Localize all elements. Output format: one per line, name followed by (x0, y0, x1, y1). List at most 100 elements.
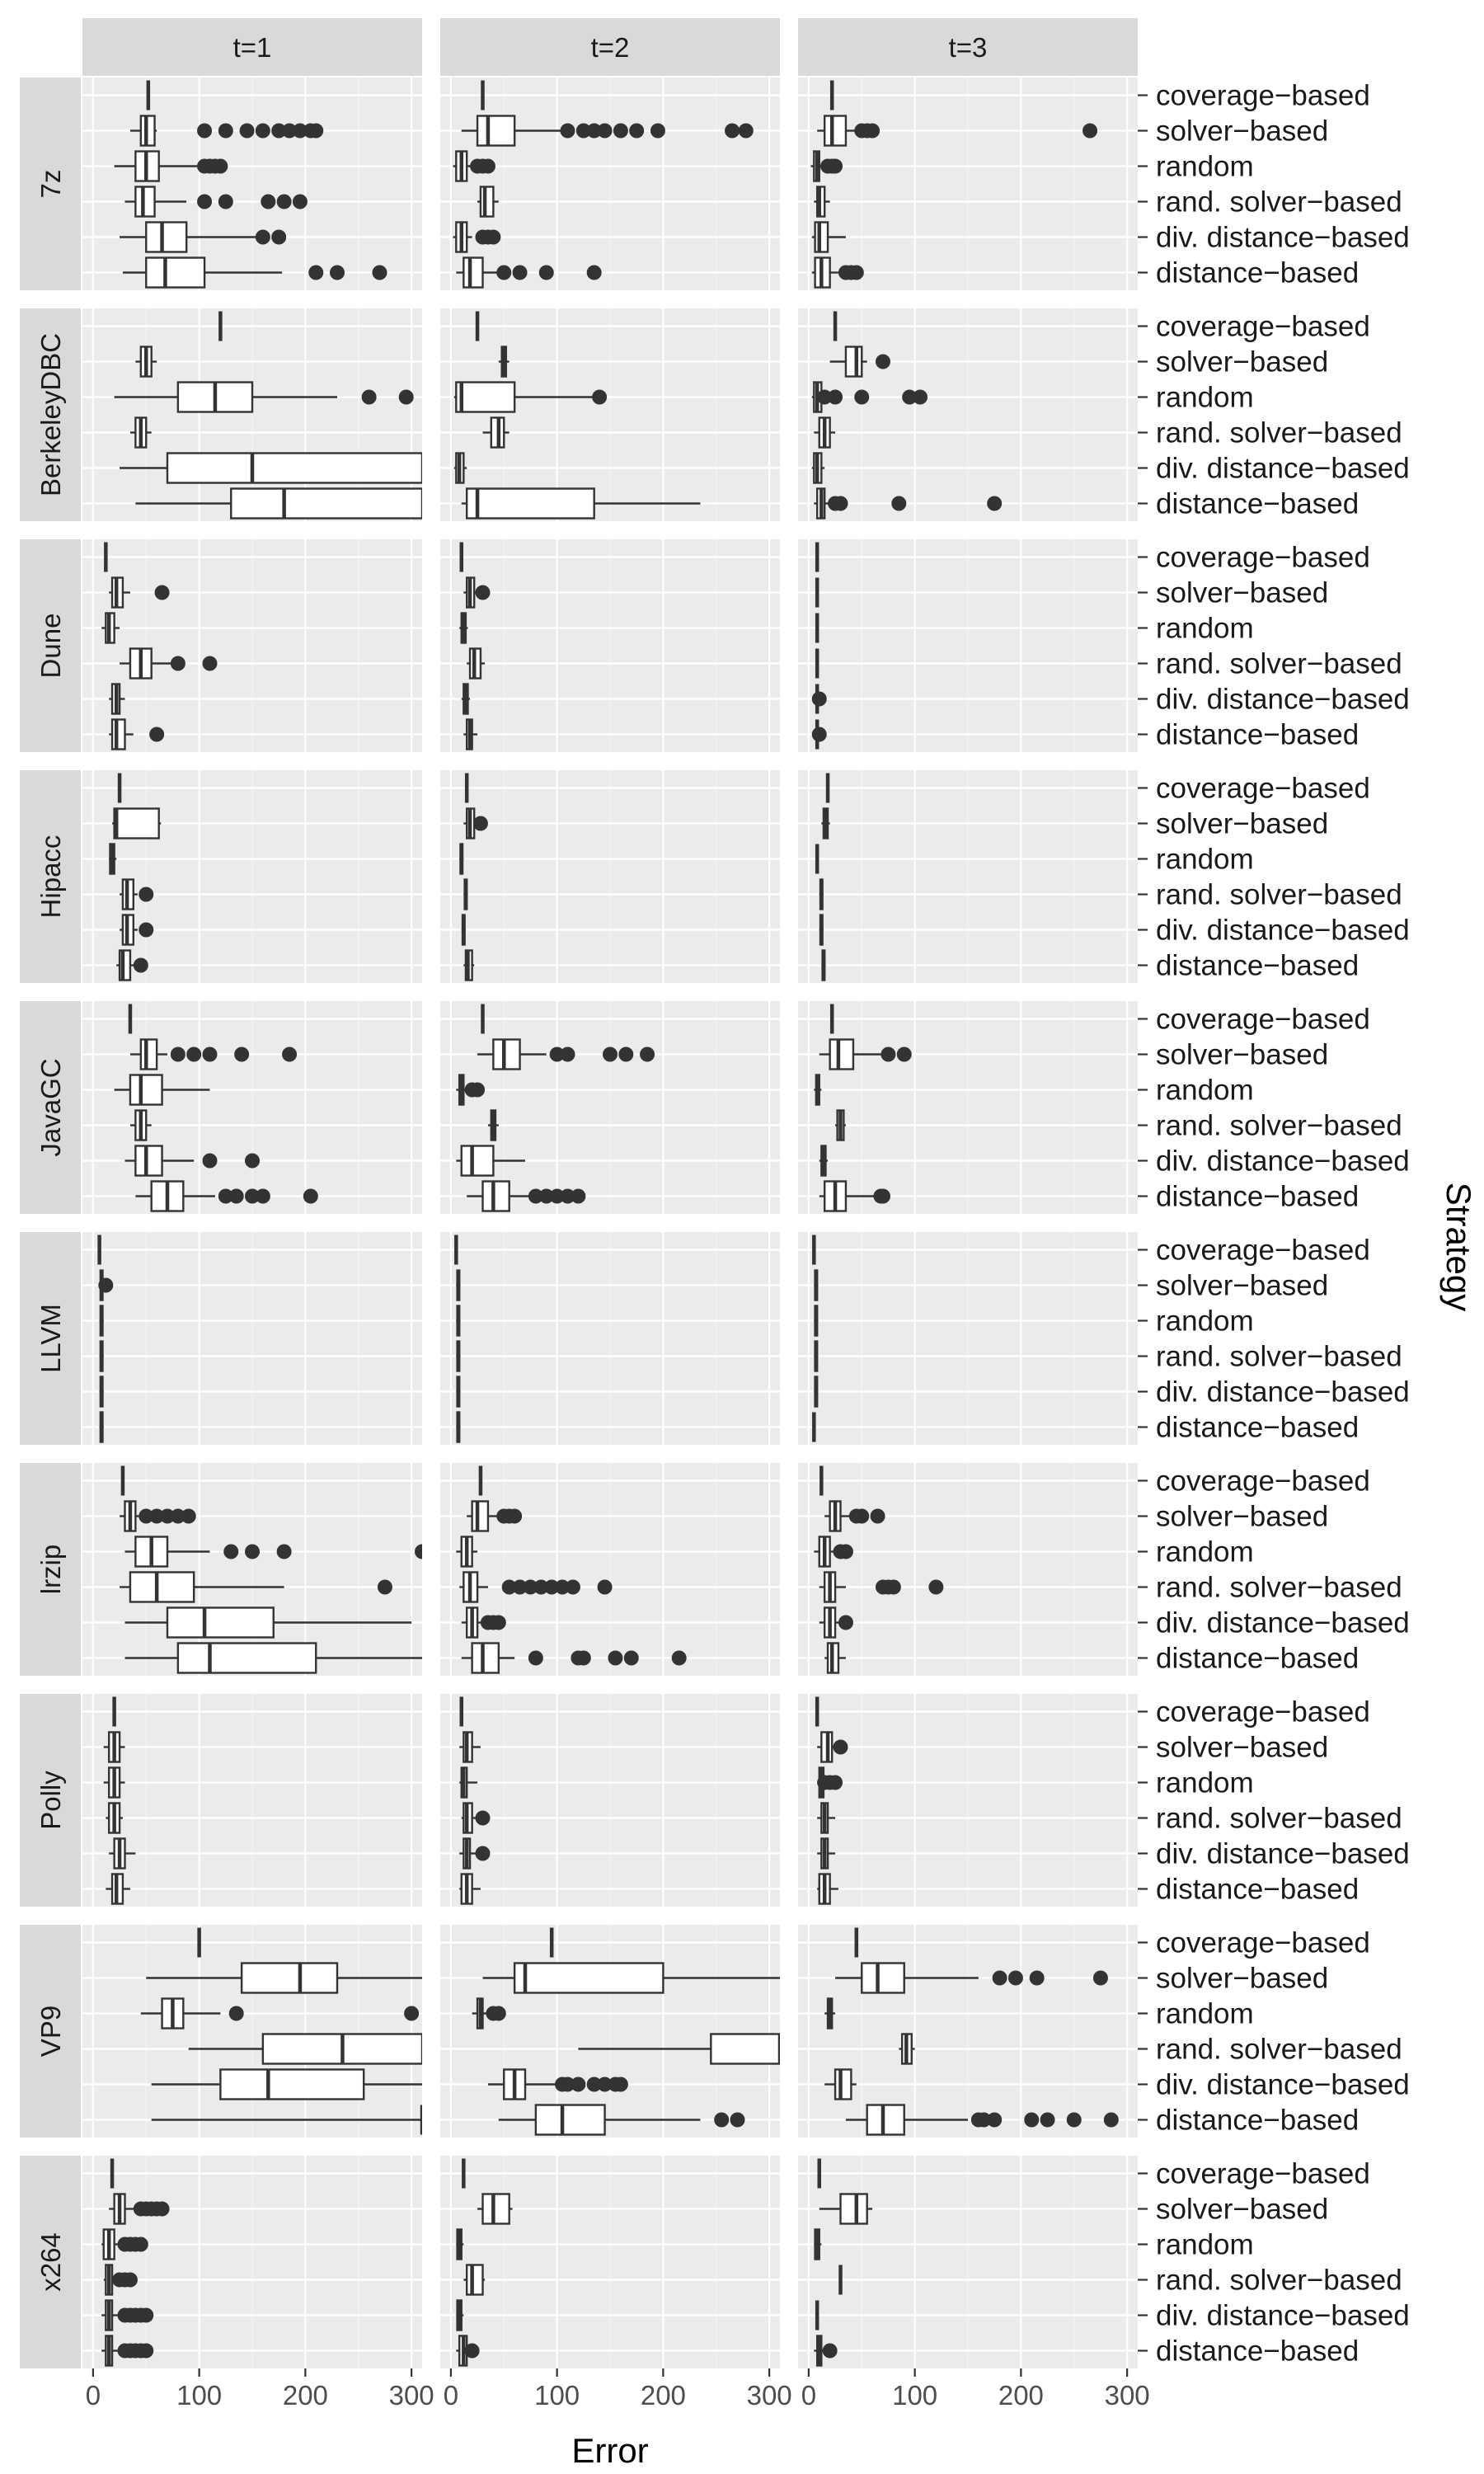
outlier-point (276, 194, 292, 209)
outlier-point (1029, 1970, 1045, 1986)
outlier-point (565, 1579, 580, 1595)
outlier-point (496, 265, 512, 280)
outlier-point (472, 816, 488, 831)
outlier-point (1082, 123, 1098, 139)
outlier-point (575, 123, 591, 139)
outlier-point (549, 1047, 565, 1062)
outlier-point (276, 1544, 292, 1559)
outlier-point (1007, 1970, 1023, 1986)
outlier-point (640, 1047, 655, 1062)
outlier-point (303, 1188, 318, 1204)
y-tick-label: coverage−based (1156, 80, 1370, 112)
x-tick-label: 200 (283, 2380, 328, 2411)
iqr-box (129, 1074, 163, 1106)
outlier-point (361, 389, 377, 405)
outlier-point (533, 1579, 549, 1595)
outlier-point (186, 1047, 202, 1062)
iqr-box (455, 381, 516, 413)
outlier-point (848, 265, 864, 280)
panel-marks (120, 1465, 422, 1674)
outlier-point (170, 1508, 186, 1524)
outlier-point (838, 1615, 853, 1630)
y-tick-label: solver−based (1156, 1963, 1328, 1995)
iqr-box (829, 1038, 855, 1070)
outlier-point (271, 229, 287, 245)
y-tick-label: distance−based (1156, 2335, 1359, 2368)
outlier-point (470, 1082, 486, 1098)
iqr-box (465, 487, 595, 520)
outlier-point (292, 123, 308, 139)
y-tick-label: solver−based (1156, 115, 1328, 148)
outlier-point (828, 158, 843, 174)
outlier-point (928, 1579, 944, 1595)
iqr-box (465, 2264, 484, 2296)
panel-marks (456, 1465, 687, 1674)
outlier-point (170, 656, 186, 671)
outlier-point (475, 1810, 491, 1826)
outlier-point (181, 1508, 196, 1524)
outlier-point (738, 123, 754, 139)
iqr-box (139, 1038, 158, 1070)
outlier-point (538, 1188, 554, 1204)
iqr-box (492, 1038, 521, 1070)
iqr-box (176, 1642, 317, 1674)
outlier-point (213, 158, 228, 174)
row-strip (20, 770, 81, 983)
y-tick-label: distance−based (1156, 1874, 1359, 1906)
outlier-point (139, 887, 154, 902)
y-tick-label: rand. solver−based (1156, 417, 1402, 449)
outlier-point (197, 123, 213, 139)
outlier-point (976, 2112, 992, 2128)
outlier-point (597, 1579, 613, 1595)
x-tick-label: 0 (801, 2380, 816, 2411)
outlier-point (255, 123, 270, 139)
outlier-point (228, 2006, 244, 2021)
outlier-point (512, 1579, 528, 1595)
outlier-point (650, 123, 665, 139)
y-tick-label: distance−based (1156, 1643, 1359, 1675)
row-strip-label: BerkeleyDBC (35, 333, 66, 496)
outlier-point (149, 727, 165, 742)
y-tick-label: random (1156, 1305, 1254, 1338)
row-strip (20, 1463, 81, 1676)
outlier-point (255, 1188, 270, 1204)
y-tick-label: random (1156, 1998, 1254, 2030)
iqr-box (166, 452, 422, 484)
iqr-box (513, 1962, 665, 1994)
outlier-point (139, 1508, 154, 1524)
outlier-point (571, 1188, 586, 1204)
outlier-point (613, 123, 628, 139)
iqr-box (134, 1145, 163, 1177)
y-tick-label: rand. solver−based (1156, 1572, 1402, 1604)
y-tick-label: random (1156, 613, 1254, 645)
outlier-point (560, 1047, 575, 1062)
outlier-point (154, 585, 170, 600)
outlier-point (833, 1739, 848, 1755)
y-tick-label: random (1156, 382, 1254, 414)
outlier-point (486, 229, 501, 245)
outlier-point (560, 2077, 575, 2092)
outlier-point (608, 1650, 623, 1666)
outlier-point (330, 265, 345, 280)
y-tick-label: div. distance−based (1156, 2300, 1410, 2332)
y-tick-label: rand. solver−based (1156, 1341, 1402, 1373)
y-tick-label: solver−based (1156, 1270, 1328, 1302)
panel-marks (453, 80, 754, 289)
panel-marks (103, 1696, 136, 1905)
iqr-box (219, 2068, 365, 2100)
iqr-box (471, 1500, 490, 1532)
panel-marks (472, 1927, 780, 2136)
panel-marks (114, 80, 387, 289)
y-tick-label: random (1156, 1767, 1254, 1799)
y-axis-title: Strategy (1439, 1183, 1478, 1311)
outlier-point (202, 656, 218, 671)
y-tick-label: distance−based (1156, 950, 1359, 982)
outlier-point (149, 1508, 165, 1524)
outlier-point (987, 496, 1003, 511)
outlier-point (197, 194, 213, 209)
outlier-point (913, 389, 928, 405)
outlier-point (308, 123, 324, 139)
row-strip (20, 1694, 81, 1907)
y-tick-label: random (1156, 151, 1254, 183)
x-tick-label: 100 (892, 2380, 937, 2411)
